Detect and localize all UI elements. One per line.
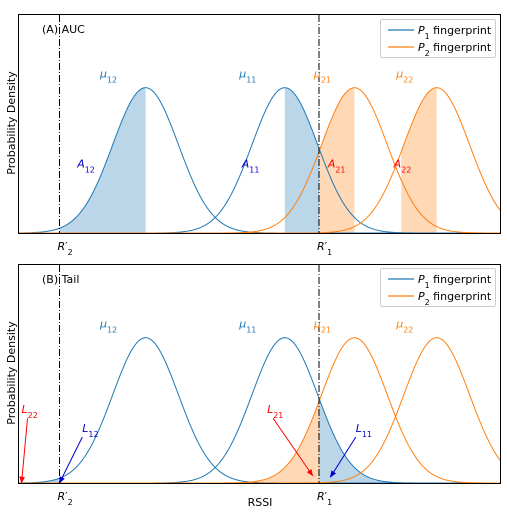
series-p1-curve-2	[19, 337, 500, 484]
arrow-l22	[19, 418, 29, 484]
shaded-area-4	[401, 87, 437, 233]
arrow-label-l11: L11	[356, 422, 372, 439]
panel-label-a: (A) AUC	[42, 23, 85, 36]
shaded-area-1	[19, 478, 60, 483]
y-axis-label-a: Probability Density	[5, 71, 18, 175]
annotation-mu12: μ12	[99, 67, 117, 84]
annotation-mu21: μ21	[313, 67, 331, 84]
arrow-label-l12: L12	[82, 422, 98, 439]
annotation-a12: A12	[76, 158, 95, 175]
shaded-area-3	[19, 401, 319, 483]
arrow-l12	[59, 436, 83, 484]
threshold-label-1: R′2	[58, 490, 73, 507]
arrow-label-l21: L21	[267, 403, 283, 420]
legend-label-p1-a: P1 fingerprint	[418, 24, 492, 41]
panel-auc: Probability Density R′2 R′1 μ12 μ11 μ21 μ22 A1…	[5, 14, 501, 257]
plot-area-a: R′2 R′1 μ12 μ11 μ21 μ22 A12 A11 A21 A22	[18, 15, 501, 257]
annotation-mu22: μ22	[395, 317, 413, 334]
legend-b: P1 fingerprint P2 fingerprint	[380, 268, 496, 307]
series-p2-curve-2	[19, 337, 501, 484]
axes-frame-b	[18, 264, 501, 484]
axes-frame-a	[18, 14, 501, 234]
annotation-mu11: μ11	[238, 67, 256, 84]
y-axis-label-b: Probability Density	[5, 321, 18, 425]
annotation-mu22: μ22	[395, 67, 413, 84]
legend-a: P1 fingerprint P2 fingerprint	[380, 19, 496, 58]
shaded-area-2	[284, 87, 319, 233]
panel-label-b: (B) Tail	[42, 273, 79, 286]
shaded-area-1	[59, 87, 146, 233]
legend-label-p2-a: P2 fingerprint	[418, 41, 492, 58]
threshold-label-1: R′2	[58, 240, 73, 257]
x-axis-label-b: RSSI	[248, 496, 273, 509]
annotation-a22: A22	[393, 158, 412, 175]
legend-label-p2-b: P2 fingerprint	[418, 290, 492, 307]
arrow-l21	[272, 417, 314, 477]
legend-label-p1-b: P1 fingerprint	[418, 273, 492, 290]
annotation-mu11: μ11	[238, 317, 256, 334]
annotation-mu12: μ12	[99, 317, 117, 334]
annotation-a21: A21	[327, 158, 346, 175]
legend-frame-b	[380, 268, 496, 307]
threshold-label-2: R′1	[317, 240, 332, 257]
panel-tail: Probability Density R′2 R′1 μ12 μ11 μ21 μ22 L2…	[5, 264, 501, 509]
legend-frame-a	[380, 19, 496, 58]
threshold-label-2: R′1	[317, 490, 332, 507]
annotation-a11: A11	[241, 158, 260, 175]
arrow-l11	[329, 436, 357, 478]
annotation-mu21: μ21	[313, 317, 331, 334]
shaded-area-3	[318, 87, 355, 233]
series-p1-curve-1	[18, 337, 500, 484]
arrow-label-l22: L22	[22, 403, 38, 420]
shaded-area-2	[318, 398, 500, 483]
series-p2-curve-1	[19, 337, 500, 484]
